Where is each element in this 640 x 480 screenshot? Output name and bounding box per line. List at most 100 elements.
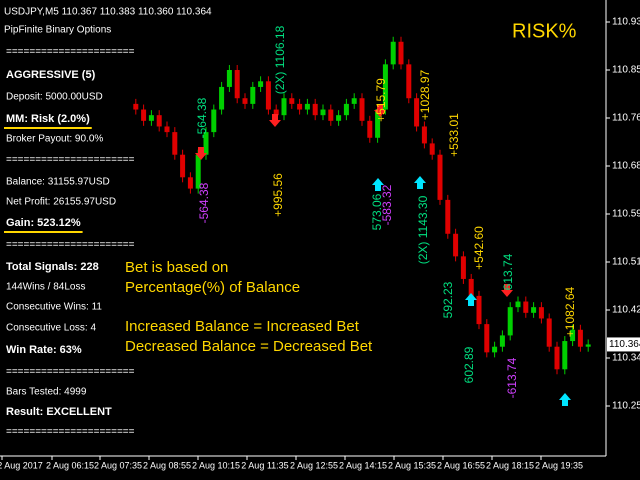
candle-body xyxy=(242,98,248,104)
panel-line: Win Rate: 63% xyxy=(6,344,82,356)
candle-body xyxy=(312,103,318,116)
candle-body xyxy=(453,233,459,257)
candle-body xyxy=(258,81,264,87)
panel-line: Total Signals: 228 xyxy=(6,261,99,273)
candle-body xyxy=(234,70,240,99)
candle-body xyxy=(343,103,349,116)
x-tick-label: 2 Aug 19:35 xyxy=(535,460,583,470)
candle-body xyxy=(484,324,490,353)
panel-line: Bars Tested: 4999 xyxy=(6,387,87,398)
panel-line: Deposit: 5000.00USD xyxy=(6,92,103,103)
panel-line: Balance: 31155.97USD xyxy=(6,177,110,188)
candle-body xyxy=(172,132,178,155)
candle-body xyxy=(320,109,326,116)
signal-arrow xyxy=(374,104,386,117)
trade-annotation: +515.79 xyxy=(374,78,388,122)
candle-body xyxy=(265,81,271,110)
candle-body xyxy=(390,41,396,65)
x-tick-label: 2 Aug 2017 xyxy=(0,460,43,470)
x-tick-label: 2 Aug 10:15 xyxy=(192,460,240,470)
candle-body xyxy=(156,115,162,127)
trade-annotation: 602.89 xyxy=(462,346,476,383)
candle-body xyxy=(203,132,209,155)
badge: RISK% xyxy=(512,20,577,42)
signal-arrow xyxy=(559,393,571,406)
y-tick-label: 110.255 xyxy=(612,401,640,412)
candle-body xyxy=(336,115,342,121)
candle-body xyxy=(195,154,201,189)
indicator-name: PipFinite Binary Options xyxy=(4,25,111,36)
panel-line: ====================== xyxy=(6,155,135,166)
candle-body xyxy=(421,126,427,144)
candle-body xyxy=(281,98,287,116)
candle-body xyxy=(562,341,568,370)
candle-body xyxy=(359,98,365,121)
panel-line: Net Profit: 26155.97USD xyxy=(6,197,116,208)
x-tick-label: 2 Aug 11:35 xyxy=(241,460,288,470)
message-line: Percentage(%) of Balance xyxy=(125,279,300,296)
trade-annotation: 592.23 xyxy=(441,281,455,318)
candle-body xyxy=(141,109,147,121)
candle-body xyxy=(328,109,334,121)
candle-body xyxy=(211,109,217,133)
candle-body xyxy=(304,103,310,110)
trade-annotation: (2X) 1106.18 xyxy=(273,25,287,94)
candle-body xyxy=(531,307,537,313)
trade-annotation: -613.74 xyxy=(505,357,519,398)
candle-body xyxy=(164,126,170,133)
trade-annotation: +1082.64 xyxy=(563,286,577,337)
x-tick-label: 2 Aug 16:55 xyxy=(437,460,485,470)
trade-annotation: 613.74 xyxy=(501,253,515,290)
trade-annotation: -564.38 xyxy=(197,182,211,223)
candle-body xyxy=(538,307,544,319)
candle-body xyxy=(570,329,576,342)
panel-line: Broker Payout: 90.0% xyxy=(6,134,103,145)
candle-body xyxy=(507,307,513,336)
candle-body xyxy=(460,256,466,279)
candle-body xyxy=(250,86,256,104)
panel-line: Consecutive Wins: 11 xyxy=(6,302,102,313)
message-line: Increased Balance = Increased Bet xyxy=(125,318,360,335)
signal-arrow xyxy=(465,293,477,306)
y-tick-label: 110.850 xyxy=(612,65,640,76)
signal-arrow xyxy=(414,176,426,189)
panel-line: 144Wins / 84Loss xyxy=(6,282,86,293)
trade-annotation: +542.60 xyxy=(472,226,486,270)
candle-body xyxy=(406,64,412,99)
trade-annotation: -583.32 xyxy=(380,184,394,225)
candle-body xyxy=(468,278,474,296)
candle-body xyxy=(499,335,505,347)
panel-line: ====================== xyxy=(6,367,135,378)
candle-body xyxy=(219,86,225,110)
y-tick-label: 110.595 xyxy=(612,209,640,220)
candle-body xyxy=(523,301,529,313)
candle-body xyxy=(577,329,583,347)
candle-body xyxy=(297,103,303,110)
x-tick-label: 2 Aug 18:15 xyxy=(486,460,534,470)
candle-body xyxy=(148,115,154,121)
panel-line: ====================== xyxy=(6,427,135,438)
trade-annotation: +1028.97 xyxy=(418,69,432,120)
candle-body xyxy=(492,346,498,353)
candle-body xyxy=(585,344,591,347)
x-tick-label: 2 Aug 14:15 xyxy=(339,460,387,470)
message-line: Bet is based on xyxy=(125,259,228,276)
trade-annotation: 573.06 xyxy=(370,193,384,230)
candle-body xyxy=(133,103,139,110)
candle-body xyxy=(180,154,186,178)
trade-annotation: (2X) 1143.30 xyxy=(416,195,430,264)
candle-body xyxy=(382,64,388,110)
signal-arrow xyxy=(195,147,207,160)
candle-body xyxy=(437,154,443,200)
y-tick-label: 110.680 xyxy=(612,161,640,172)
panel-line: ====================== xyxy=(6,240,135,251)
panel-line: AGGRESSIVE (5) xyxy=(6,69,96,81)
candle-body xyxy=(375,109,381,138)
y-tick-label: 110.935 xyxy=(612,17,640,28)
candle-body xyxy=(546,318,552,347)
candle-body xyxy=(554,346,560,370)
y-tick-label: 110.510 xyxy=(612,257,640,268)
candle-body xyxy=(187,177,193,189)
